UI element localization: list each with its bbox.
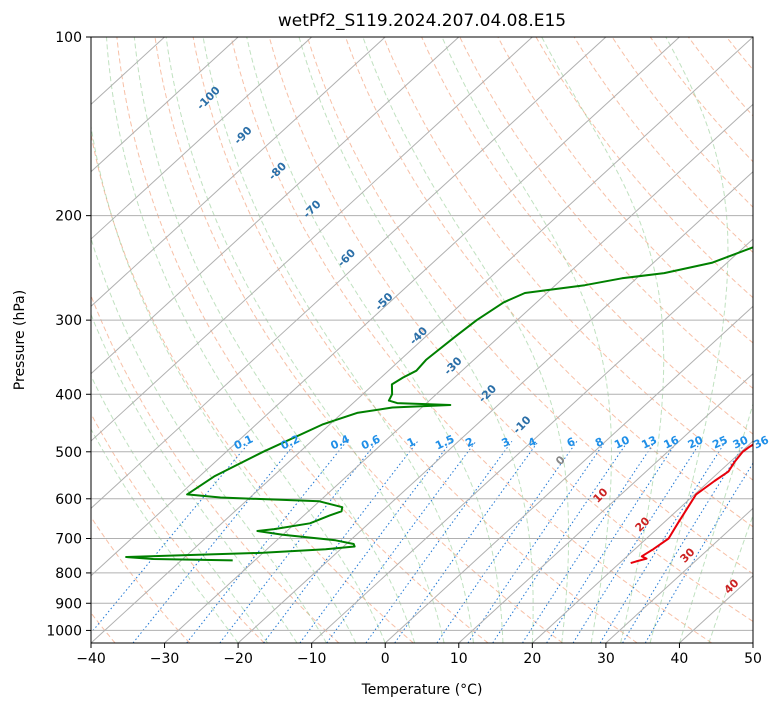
profile-lines [125,246,753,565]
y-tick-label: 600 [55,492,82,508]
y-tick-label: 500 [55,445,82,461]
isotherm [91,37,680,577]
moist-adiabat [362,37,570,643]
mixing-ratio-label: 20 [686,433,706,451]
mixing-ratio-label: 30 [731,433,751,451]
mixing-ratio-line [467,441,606,643]
y-tick-label: 400 [55,387,82,403]
x-tick-label: −40 [76,651,106,667]
isotherm [91,37,239,173]
moist-adiabat [133,37,416,643]
x-tick-label: 10 [450,651,468,667]
plot-frame [90,36,754,644]
dry-adiabat [91,294,340,643]
y-tick-label: 700 [55,532,82,548]
mixing-ratio-label: 10 [612,433,632,451]
moist-adiabat [441,37,612,643]
isotherm [458,372,753,643]
mixing-ratio-label: 36 [752,433,772,451]
y-tick-label: 200 [55,209,82,225]
mixing-ratio-line [572,441,702,643]
isotherm [91,37,753,643]
y-axis-label: Pressure (hPa) [12,290,28,390]
y-tick-label: 900 [55,596,82,612]
dewpoint-line [125,246,753,562]
isotherm [311,238,753,643]
moist-adiabat [649,37,729,643]
mixing-ratio-line [644,462,753,643]
x-tick-label: −10 [297,651,327,667]
x-tick-label: 0 [381,651,390,667]
moist-adiabat [678,402,753,643]
isotherm [384,305,753,643]
y-tick-label: 300 [55,313,82,329]
isotherm [164,103,753,643]
axis-ticks: −40 −30 −20 −10 0 10 20 30 40 50 100 200 300 400 500 60… [46,30,762,667]
mixing-ratio-line [599,441,727,643]
moist-adiabat [708,513,753,643]
moist-adiabat [91,313,298,643]
dry-adiabat [306,37,753,575]
chart-title: wetPf2_S119.2024.207.04.08.E15 [278,11,566,31]
moist-adiabat [165,37,445,643]
temperature-line [630,443,753,565]
x-tick-label: 50 [744,651,762,667]
moist-adiabat [202,37,474,643]
dry-adiabat [268,37,753,623]
moist-adiabat [91,123,357,643]
isotherm [91,37,607,510]
mixing-ratio-line [132,440,298,643]
x-tick-label: −20 [223,651,253,667]
mixing-ratio-line [492,441,629,643]
dry-adiabat [91,516,191,643]
moist-adiabat [91,236,327,643]
moist-adiabat [91,428,239,643]
dry-adiabat [116,37,489,643]
isotherm [91,37,313,240]
background-lines [91,37,753,643]
x-tick-label: −30 [150,651,180,667]
y-tick-label: 100 [55,30,82,46]
dry-adiabat [154,37,563,643]
x-tick-label: 30 [597,651,615,667]
moist-adiabat [298,37,534,643]
mixing-ratio-line [219,440,378,643]
isotherm [91,37,386,308]
dry-adiabat [535,37,753,299]
pressure-gridlines [91,36,753,631]
mixing-ratio-label: 13 [640,433,659,451]
moist-adiabat [541,37,665,643]
dry-adiabat [230,37,713,643]
isotherm [531,440,753,643]
mixing-ratio-label: 16 [662,433,682,451]
mixing-ratio-label: 25 [710,433,729,451]
isotherm [605,507,753,643]
y-tick-label: 800 [55,566,82,582]
isotherm [91,37,533,442]
moist-adiabat [105,37,386,643]
x-tick-label: 40 [671,651,689,667]
dry-adiabat [459,37,753,390]
mixing-ratio-line [546,441,678,643]
isotherm [91,37,460,375]
y-tick-label: 1000 [46,623,82,639]
x-axis-label: Temperature (°C) [361,682,483,698]
mixing-ratio-line [365,441,513,643]
moist-adiabat [91,374,268,643]
mixing-ratio-line [326,440,477,643]
dry-adiabat [383,37,753,481]
moist-adiabat [246,37,504,643]
x-tick-label: 20 [523,651,541,667]
dry-adiabat [91,412,265,643]
mixing-ratio-line [436,441,578,643]
dry-adiabat [91,131,414,643]
mixing-ratio-line [522,441,656,643]
mixing-ratio-line [622,441,747,643]
